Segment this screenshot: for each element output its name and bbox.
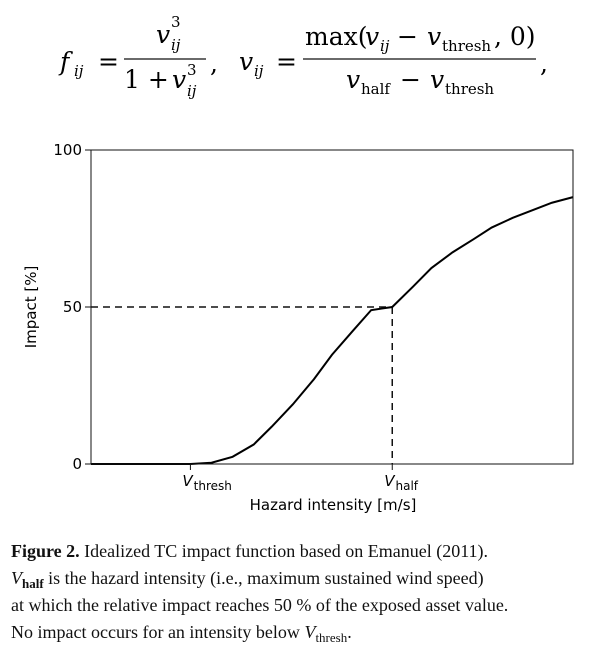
caption-vhalf-subscript: half <box>22 576 44 591</box>
x-marker-subscript: half <box>396 479 419 493</box>
x-marker-symbol: V <box>182 472 194 490</box>
formula-numerator-v: v <box>156 20 170 49</box>
x-marker: Vthresh <box>182 464 232 493</box>
formula-max-minus: − <box>397 22 418 51</box>
x-axis-markers: Vthresh Vhalf <box>182 464 419 493</box>
formula-denominator-subscript: ij <box>187 82 197 100</box>
impact-function-formula: f ij = v 3 ij 1 + v 3 ij , v ij = max( v… <box>58 13 548 100</box>
formula-denominator-cube: 3 <box>187 61 197 79</box>
formula-denominator-half-subscript: half <box>361 80 391 98</box>
formula-max-zero-close: , 0) <box>494 22 536 51</box>
caption-line-4-text: No impact occurs for an intensity below <box>11 622 305 642</box>
y-tick: 100 <box>53 141 91 159</box>
caption-line-2: Vhalf is the hazard intensity (i.e., max… <box>11 565 605 592</box>
figure-caption: Figure 2. Idealized TC impact function b… <box>11 538 605 646</box>
impact-curve-series <box>91 196 574 465</box>
caption-line-2-text: is the hazard intensity (i.e., maximum s… <box>43 568 484 588</box>
formula-f-subscript: ij <box>74 62 84 80</box>
formula-max-v-subscript: ij <box>380 37 390 55</box>
formula-max-threshold-subscript: thresh <box>442 37 491 55</box>
formula-comma-1: , <box>210 49 218 78</box>
formula-equals-2: = <box>276 47 297 76</box>
x-marker-label: Vthresh <box>182 472 232 493</box>
formula-equals-1: = <box>98 47 119 76</box>
caption-line-4: No impact occurs for an intensity below … <box>11 619 605 646</box>
formula-comma-2: , <box>540 49 548 78</box>
caption-line-4-end: . <box>347 622 352 642</box>
x-marker-subscript: thresh <box>194 479 232 493</box>
formula-denominator-minus: − <box>400 65 421 94</box>
caption-figure-label: Figure 2. <box>11 541 80 561</box>
formula-numerator-cube: 3 <box>171 13 181 31</box>
x-marker-symbol: V <box>384 472 396 490</box>
formula-v-left: v <box>239 47 253 76</box>
formula-denominator-half-v: v <box>346 65 360 94</box>
formula-denominator-threshold-v: v <box>430 65 444 94</box>
reference-lines <box>91 306 393 464</box>
formula-denominator-threshold-subscript: thresh <box>445 80 494 98</box>
caption-line-1-text: Idealized TC impact function based on Em… <box>79 541 489 561</box>
x-axis-label: Hazard intensity [m/s] <box>250 496 417 514</box>
caption-line-3: at which the relative impact reaches 50 … <box>11 595 509 615</box>
y-axis-label: Impact [%] <box>22 266 40 349</box>
caption-line-1: Figure 2. Idealized TC impact function b… <box>11 538 605 565</box>
caption-vthresh-subscript: thresh <box>315 630 348 645</box>
formula-denominator-one-plus: 1 + <box>124 65 169 94</box>
y-axis-ticks: 0 50 100 <box>53 141 91 473</box>
x-marker: Vhalf <box>384 464 419 493</box>
y-tick: 50 <box>63 298 91 316</box>
y-tick-label: 50 <box>63 298 82 316</box>
y-tick-label: 100 <box>53 141 82 159</box>
formula-max-threshold-v: v <box>427 22 441 51</box>
caption-vhalf-symbol: V <box>11 568 22 588</box>
formula-max-open: max( <box>305 22 367 51</box>
formula-f: f <box>58 47 73 76</box>
y-tick: 0 <box>72 455 91 473</box>
formula-max-v: v <box>365 22 379 51</box>
caption-vthresh-symbol: V <box>304 622 316 642</box>
formula-numerator-subscript: ij <box>171 36 181 54</box>
formula-denominator-v: v <box>172 65 186 94</box>
y-tick-label: 0 <box>72 455 82 473</box>
formula-v-left-subscript: ij <box>254 62 264 80</box>
x-marker-label: Vhalf <box>384 472 419 493</box>
